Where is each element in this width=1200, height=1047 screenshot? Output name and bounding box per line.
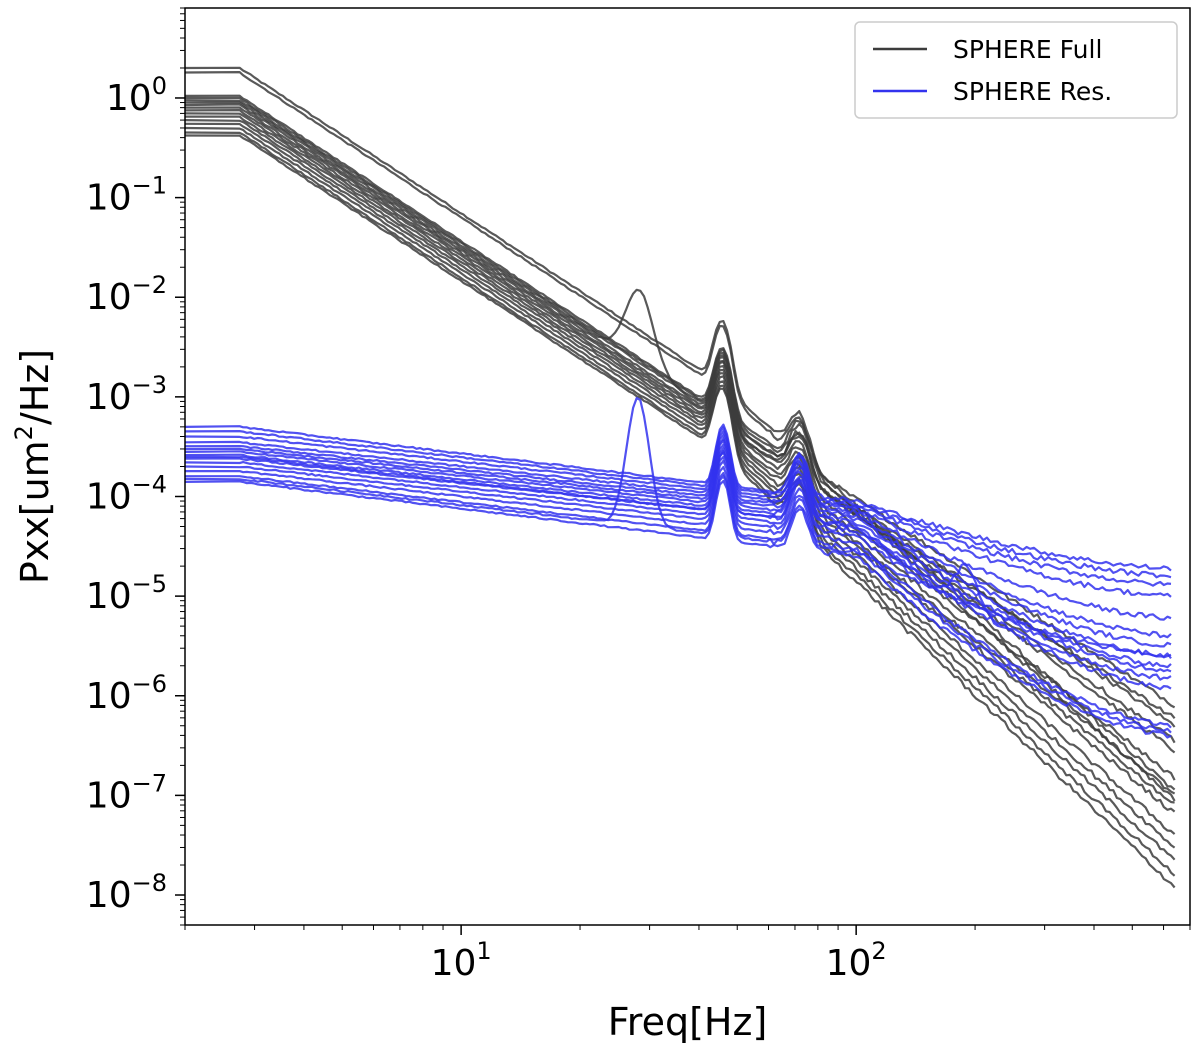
sphere-full-line-8 bbox=[185, 115, 1176, 813]
y-tick-exp: −6 bbox=[132, 670, 167, 698]
sphere-res-line-3 bbox=[184, 434, 1172, 598]
y-tick-label: 10−4 bbox=[86, 470, 167, 517]
series-group-sphere-res bbox=[184, 396, 1172, 739]
y-tick-label: 100 bbox=[106, 72, 167, 119]
sphere-res-line-10 bbox=[184, 459, 1172, 681]
y-tick-base: 10 bbox=[86, 377, 132, 418]
y-tick-base: 10 bbox=[86, 277, 132, 318]
y-tick-exp: −2 bbox=[132, 271, 167, 299]
y-tick-label: 10−3 bbox=[86, 371, 167, 418]
sphere-full-line-10 bbox=[184, 122, 1176, 849]
y-axis-title: Pxx[um2/Hz] bbox=[10, 349, 57, 584]
y-axis-title-base: Pxx[um bbox=[13, 440, 57, 584]
series-layer bbox=[184, 66, 1176, 889]
y-tick-exp: −1 bbox=[132, 172, 167, 200]
legend-label-sphere-res: SPHERE Res. bbox=[953, 77, 1112, 106]
sphere-res-line-0 bbox=[184, 423, 1172, 572]
y-tick-base: 10 bbox=[86, 676, 132, 717]
sphere-full-line-12 bbox=[184, 131, 1176, 877]
y-tick-exp: −4 bbox=[132, 470, 167, 498]
sphere-full-line-0 bbox=[184, 66, 1176, 791]
sphere-res-line-15 bbox=[184, 449, 1172, 691]
y-tick-label: 10−2 bbox=[86, 271, 167, 318]
x-tick-label: 101 bbox=[431, 937, 492, 984]
y-axis-title-sup: 2 bbox=[10, 425, 38, 440]
y-tick-base: 10 bbox=[86, 178, 132, 219]
x-tick-exp: 1 bbox=[476, 937, 491, 965]
sphere-res-line-14 bbox=[184, 396, 1172, 660]
y-tick-label: 10−5 bbox=[86, 570, 167, 617]
y-tick-base: 10 bbox=[86, 576, 132, 617]
y-tick-label: 10−1 bbox=[86, 172, 167, 219]
y-tick-base: 10 bbox=[106, 78, 152, 119]
sphere-res-line-13 bbox=[184, 479, 1172, 739]
tick-layer bbox=[175, 7, 1191, 935]
sphere-full-line-1 bbox=[184, 71, 1176, 802]
sphere-res-line-12 bbox=[185, 471, 1172, 734]
x-tick-base: 10 bbox=[826, 943, 872, 984]
sphere-res-line-4 bbox=[184, 437, 1172, 621]
y-tick-base: 10 bbox=[86, 775, 132, 816]
series-group-sphere-full bbox=[184, 66, 1176, 889]
sphere-res-line-11 bbox=[185, 465, 1172, 729]
y-tick-label: 10−7 bbox=[86, 769, 167, 816]
x-tick-base: 10 bbox=[431, 943, 477, 984]
x-tick-label: 102 bbox=[826, 937, 887, 984]
y-tick-base: 10 bbox=[86, 875, 132, 916]
label-layer: 101 10210010−110−210−310−410−510−610−710−… bbox=[86, 72, 887, 984]
sphere-full-line-9 bbox=[184, 119, 1176, 835]
y-tick-exp: −7 bbox=[132, 769, 167, 797]
x-axis-title: Freq[Hz] bbox=[608, 1000, 768, 1044]
y-tick-exp: −5 bbox=[132, 570, 167, 598]
sphere-res-line-5 bbox=[184, 439, 1172, 639]
y-tick-label: 10−6 bbox=[86, 670, 167, 717]
sphere-res-line-7 bbox=[184, 447, 1172, 659]
y-axis-title-rest: /Hz] bbox=[13, 349, 57, 425]
y-tick-label: 10−8 bbox=[86, 869, 167, 916]
y-tick-exp: −8 bbox=[132, 869, 167, 897]
y-tick-exp: −3 bbox=[132, 371, 167, 399]
sphere-full-line-14 bbox=[185, 101, 1176, 744]
x-tick-exp: 2 bbox=[871, 937, 886, 965]
sphere-full-line-13 bbox=[184, 134, 1176, 889]
legend: SPHERE Full SPHERE Res. bbox=[854, 21, 1178, 119]
sphere-res-line-6 bbox=[184, 443, 1172, 648]
y-tick-exp: 0 bbox=[152, 72, 167, 100]
sphere-full-line-15 bbox=[184, 109, 1176, 719]
sphere-full-line-11 bbox=[184, 126, 1176, 861]
legend-box bbox=[854, 21, 1178, 119]
sphere-res-line-1 bbox=[184, 426, 1172, 579]
sphere-res-line-2 bbox=[184, 430, 1172, 587]
y-tick-base: 10 bbox=[86, 476, 132, 517]
legend-label-sphere-full: SPHERE Full bbox=[953, 35, 1102, 64]
